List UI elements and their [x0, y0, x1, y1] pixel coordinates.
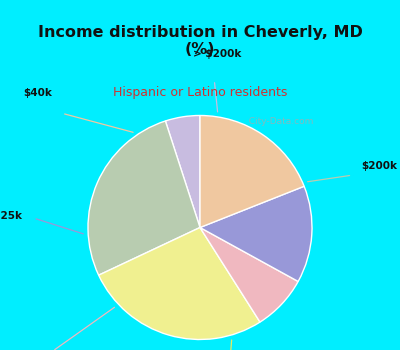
Text: $125k: $125k — [0, 211, 22, 221]
Wedge shape — [200, 116, 304, 228]
Wedge shape — [88, 121, 200, 275]
Text: $40k: $40k — [23, 88, 52, 98]
Text: City-Data.com: City-Data.com — [243, 117, 314, 126]
Wedge shape — [200, 186, 312, 281]
Wedge shape — [165, 116, 200, 228]
Text: > $200k: > $200k — [193, 49, 241, 59]
Wedge shape — [99, 228, 260, 340]
Text: Income distribution in Cheverly, MD
(%): Income distribution in Cheverly, MD (%) — [38, 25, 362, 57]
Wedge shape — [200, 228, 298, 322]
Text: $200k: $200k — [361, 161, 397, 171]
Text: Hispanic or Latino residents: Hispanic or Latino residents — [113, 86, 287, 99]
